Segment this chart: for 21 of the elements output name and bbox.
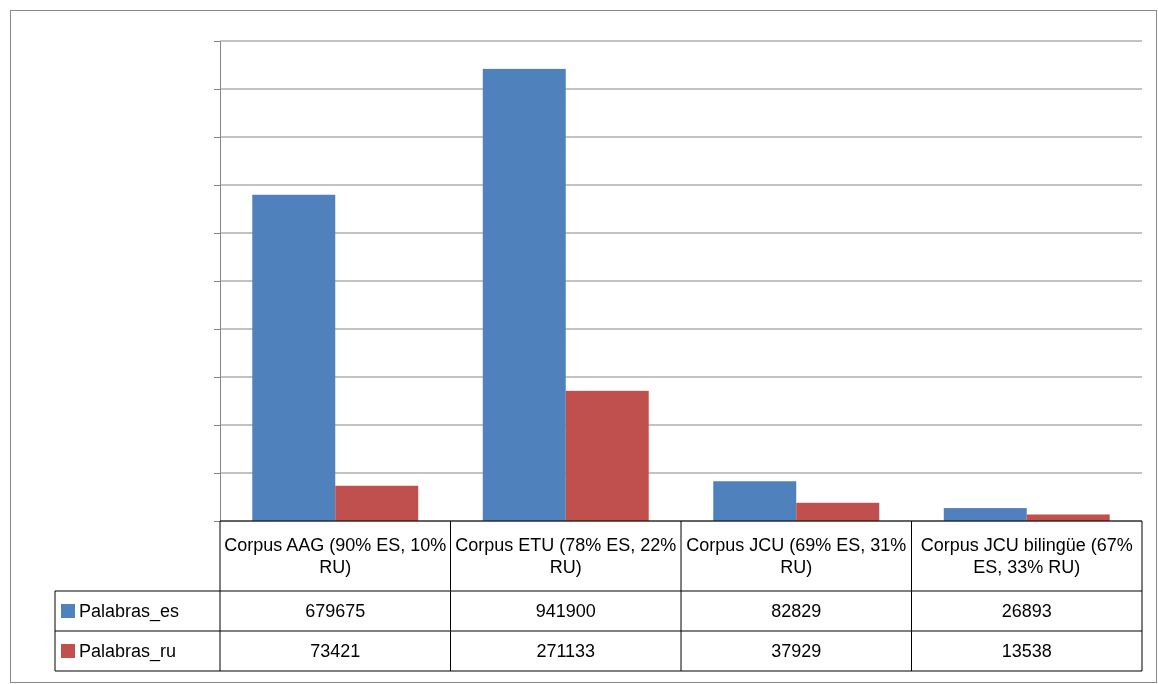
data-label: 13538 <box>1001 641 1052 661</box>
bar <box>796 502 880 521</box>
data-label: 37929 <box>771 641 822 661</box>
bar <box>482 68 566 521</box>
bar <box>713 481 797 521</box>
bar <box>943 508 1027 521</box>
bar <box>335 485 419 521</box>
bar <box>565 390 649 521</box>
legend-label: Palabras_ru <box>79 641 177 662</box>
data-label: 73421 <box>310 641 361 661</box>
x-tick-label: Corpus AAG (90% ES, 10% RU) <box>224 535 447 577</box>
legend-label: Palabras_es <box>79 601 180 622</box>
x-tick-label: Corpus JCU bilingüe (67% ES, 33% RU) <box>920 535 1133 577</box>
data-label: 941900 <box>535 601 596 621</box>
x-tick-label: Corpus ETU (78% ES, 22% RU) <box>455 535 677 577</box>
x-tick-label: Corpus JCU (69% ES, 31% RU) <box>686 535 907 577</box>
data-label: 679675 <box>305 601 366 621</box>
data-label: 271133 <box>536 641 596 661</box>
bar <box>252 194 336 521</box>
data-label: 26893 <box>1001 601 1052 621</box>
data-label: 82829 <box>771 601 822 621</box>
